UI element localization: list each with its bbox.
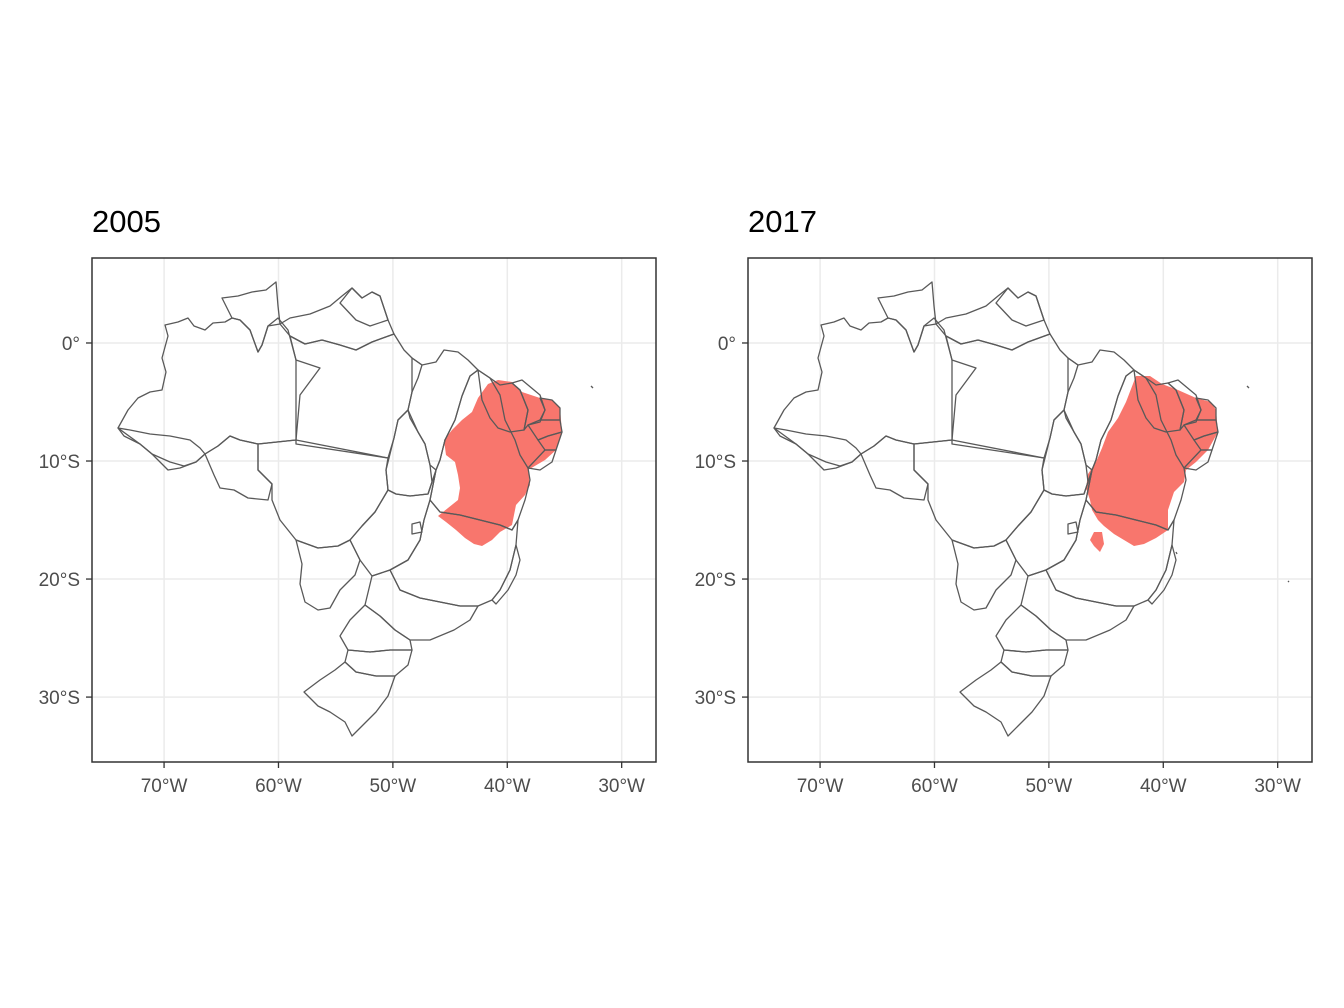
state-boundary bbox=[1020, 569, 1135, 641]
state-boundary bbox=[995, 604, 1069, 653]
shaded-region bbox=[1090, 532, 1104, 552]
panel-title: 2005 bbox=[92, 204, 161, 239]
state-boundary bbox=[913, 439, 1045, 549]
state-boundary bbox=[951, 539, 1017, 611]
state-boundary bbox=[877, 281, 937, 353]
state-boundary bbox=[221, 281, 281, 353]
state-boundary bbox=[537, 431, 563, 451]
island-mark bbox=[1287, 580, 1290, 583]
panel-border bbox=[91, 257, 657, 763]
state-boundary bbox=[1193, 431, 1219, 451]
state-boundary bbox=[1183, 449, 1213, 471]
y-tick-label: 20°S bbox=[695, 570, 736, 591]
island-mark bbox=[590, 385, 594, 389]
map-panel: 70°W 60°W 50°W 40°W 30°W 0° 10°S 20°S 30°S bbox=[39, 257, 657, 797]
x-tick-label: 70°W bbox=[141, 776, 188, 797]
panel-border bbox=[747, 257, 1313, 763]
y-tick-label: 20°S bbox=[39, 570, 80, 591]
map-layer bbox=[748, 258, 1312, 762]
state-boundary bbox=[945, 333, 1079, 459]
state-boundary bbox=[959, 661, 1052, 737]
x-tick-label: 60°W bbox=[255, 776, 302, 797]
state-boundary bbox=[860, 435, 929, 501]
facet-2017: 2017 70°W 60°W 50°W 40°W 30°W 0° 10°S 20°S 30°S bbox=[656, 0, 1328, 1008]
state-boundary bbox=[364, 569, 479, 641]
state-boundary bbox=[1147, 544, 1177, 605]
state-boundary bbox=[773, 427, 862, 471]
facet-2005: 2005 70°W 60°W 50°W 40°W 30°W 0° 10°S 20°S 30°S bbox=[39, 204, 657, 797]
state-boundary bbox=[303, 661, 396, 737]
y-tick-label: 30°S bbox=[39, 688, 80, 709]
state-boundary bbox=[204, 435, 273, 501]
state-boundary bbox=[773, 317, 977, 467]
state-boundary bbox=[1000, 649, 1069, 677]
panel-title: 2017 bbox=[748, 204, 817, 239]
state-boundary bbox=[257, 439, 389, 549]
x-tick-label: 40°W bbox=[484, 776, 531, 797]
x-tick-label: 50°W bbox=[370, 776, 417, 797]
y-tick-label: 0° bbox=[62, 334, 80, 355]
state-boundary bbox=[339, 604, 413, 653]
state-boundary bbox=[117, 317, 321, 467]
y-tick-label: 10°S bbox=[39, 452, 80, 473]
state-boundary bbox=[995, 287, 1045, 327]
shaded-region bbox=[438, 380, 562, 546]
state-boundary bbox=[491, 544, 521, 605]
y-tick-label: 10°S bbox=[695, 452, 736, 473]
y-tick-label: 30°S bbox=[695, 688, 736, 709]
map-panel: 70°W 60°W 50°W 40°W 30°W 0° 10°S 20°S 30°S bbox=[695, 257, 1313, 797]
state-boundary bbox=[411, 521, 423, 535]
island-mark bbox=[1246, 385, 1250, 389]
state-boundary bbox=[344, 649, 413, 677]
x-tick-label: 60°W bbox=[911, 776, 958, 797]
x-tick-label: 30°W bbox=[598, 776, 645, 797]
x-tick-label: 30°W bbox=[1254, 776, 1301, 797]
state-boundary bbox=[527, 449, 557, 471]
x-tick-label: 70°W bbox=[797, 776, 844, 797]
state-boundary bbox=[289, 333, 423, 459]
state-boundary bbox=[511, 379, 546, 431]
x-tick-label: 40°W bbox=[1140, 776, 1187, 797]
map-layer bbox=[92, 258, 656, 762]
state-boundary bbox=[117, 427, 206, 471]
y-tick-label: 0° bbox=[718, 334, 736, 355]
shaded-region bbox=[1086, 376, 1218, 546]
x-tick-label: 50°W bbox=[1026, 776, 1073, 797]
state-boundary bbox=[295, 539, 361, 611]
state-boundary bbox=[1067, 521, 1079, 535]
state-boundary bbox=[1167, 379, 1202, 431]
state-boundary bbox=[339, 287, 389, 327]
island-mark bbox=[1175, 551, 1178, 555]
